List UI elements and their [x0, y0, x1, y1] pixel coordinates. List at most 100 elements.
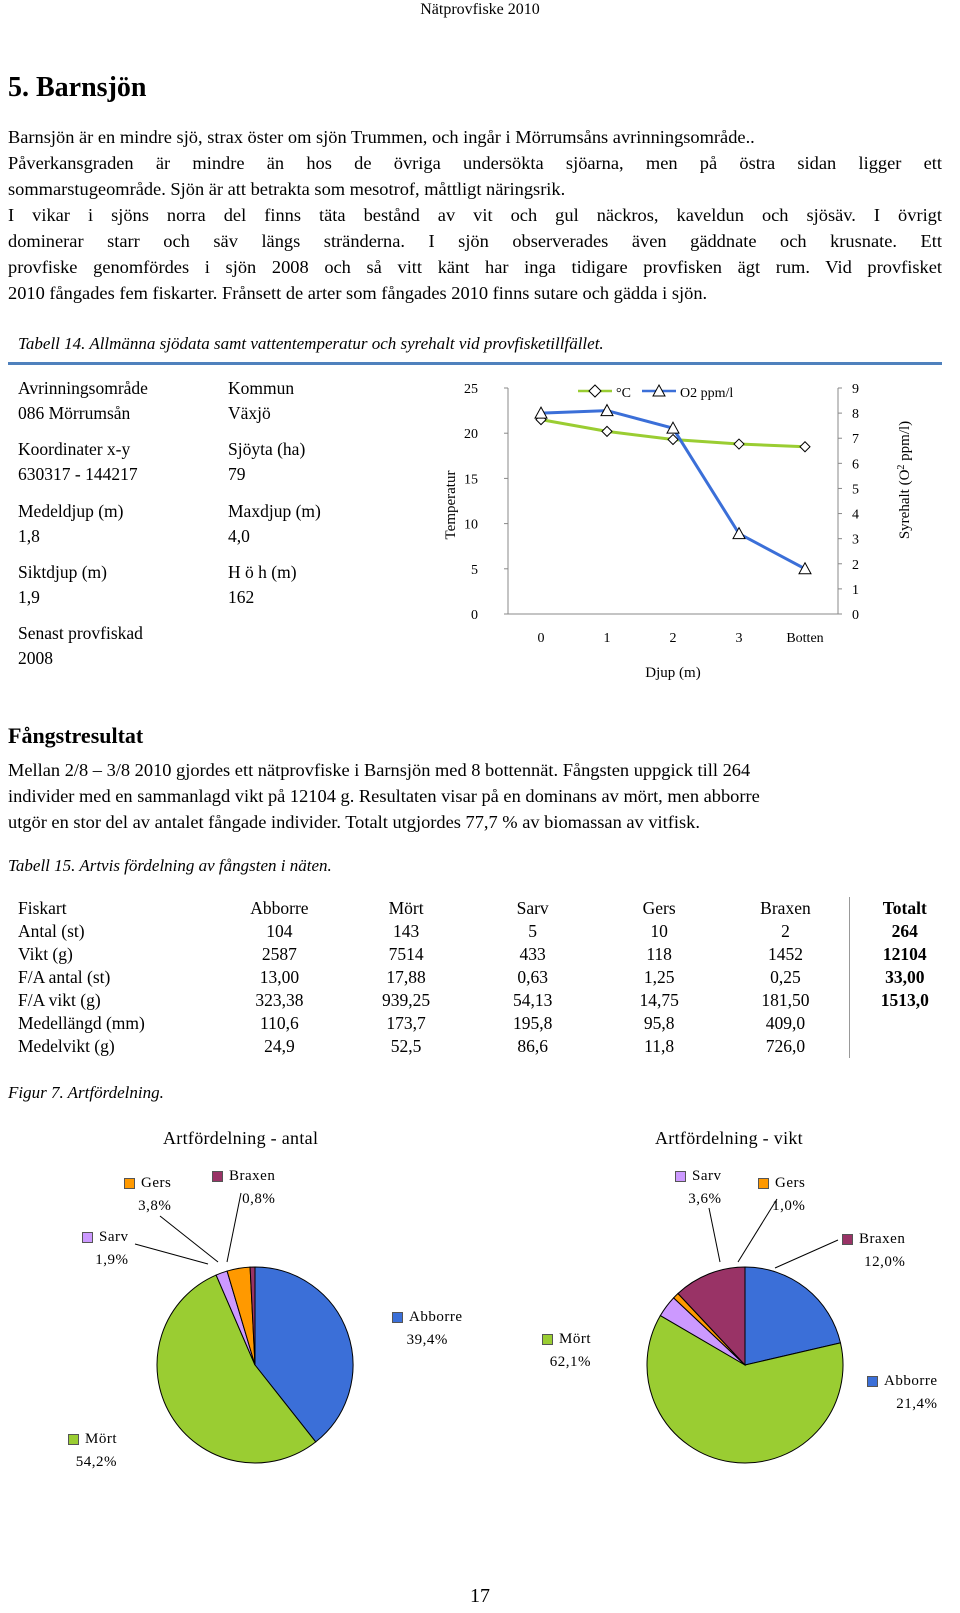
info-field: Siktdjup (m) 1,9 — [18, 562, 107, 607]
chart-plot: 0 5 10 15 20 25 0 1 2 3 4 5 6 7 8 9 0 1 2 3 Botten — [464, 382, 859, 646]
pie-label-gers: Gers 3,8% — [124, 1172, 171, 1218]
table-row: Vikt (g) 2587 7514 433 118 1452 12104 — [18, 943, 960, 966]
y2-tick-label: 4 — [852, 508, 859, 523]
data-point — [534, 406, 548, 419]
info-field: Senast provfiskad 2008 — [18, 623, 143, 668]
y2-tick-label: 9 — [852, 382, 859, 397]
y2-tick-label: 6 — [852, 457, 859, 472]
info-field: Maxdjup (m) 4,0 — [228, 501, 321, 546]
y2-tick-label: 0 — [852, 608, 859, 623]
temp-oxygen-chart: 0 5 10 15 20 25 0 1 2 3 4 5 6 7 8 9 0 1 2 3 Botten Temperatu… — [443, 382, 914, 681]
pie-label-braxen: Braxen 0,8% — [212, 1165, 275, 1211]
running-header: Nätprovfiske 2010 — [420, 1, 540, 18]
table-header: Sarv — [516, 898, 549, 918]
y-tick-label: 20 — [464, 427, 478, 442]
intro-line: sommarstugeområde. Sjön är att betrakta … — [8, 179, 566, 199]
page-number: 17 — [470, 1585, 490, 1607]
x-axis-label: Djup (m) — [645, 665, 700, 681]
y2-tick-label: 5 — [852, 482, 859, 497]
leader-line — [159, 1215, 219, 1263]
table-row: Antal (st) 104 143 5 10 2 264 — [18, 920, 960, 943]
data-point — [666, 421, 680, 434]
data-point — [732, 526, 746, 540]
pie-label-braxen: Braxen 12,0% — [842, 1228, 905, 1274]
section-title: 5. Barnsjön — [8, 72, 147, 103]
data-point — [601, 425, 613, 438]
legend-marker-triangle — [652, 383, 666, 397]
info-field: H ö h (m) 162 — [228, 562, 297, 607]
intro-line: Påverkansgraden är mindre än hos de övri… — [8, 153, 942, 173]
x-tick-label: 0 — [538, 631, 545, 646]
legend-marker-diamond — [588, 384, 602, 398]
table-row: F/A antal (st) 13,00 17,88 0,63 1,25 0,25 33,0… — [18, 966, 960, 989]
x-tick-label: 3 — [736, 631, 743, 646]
catch-line: Mellan 2/8 – 3/8 2010 gjordes ett nätpro… — [8, 760, 751, 780]
y2-axis-label: Syrehalt (O2 ppm/l) — [896, 421, 914, 539]
y-tick-label: 5 — [471, 563, 478, 578]
y2-tick-label: 1 — [852, 583, 859, 598]
info-field: Kommun Växjö — [228, 378, 295, 423]
data-point — [733, 438, 745, 450]
table14-caption: Tabell 14. Allmänna sjödata samt vattent… — [18, 334, 604, 353]
y-tick-label: 0 — [471, 608, 478, 623]
pie-label-mort: Mört 54,2% — [68, 1428, 117, 1474]
pie-slice — [744, 1266, 842, 1366]
y-tick-label: 15 — [464, 472, 478, 487]
pie-title: Artfördelning - vikt — [655, 1128, 803, 1148]
info-field: Koordinater x-y 630317 - 144217 — [18, 439, 138, 484]
table-header: Mört — [388, 898, 424, 918]
pie-label-gers: Gers 1,0% — [758, 1172, 805, 1218]
catch-line: utgör en stor del av antalet fångade ind… — [8, 812, 700, 832]
y-tick-label: 10 — [464, 518, 478, 533]
intro-line: dominerar starr och säv längs stränderna… — [8, 231, 942, 251]
pie-slice — [254, 1266, 354, 1443]
table15-caption: Tabell 15. Artvis fördelning av fångsten… — [8, 856, 332, 875]
y2-tick-label: 7 — [852, 432, 859, 447]
table-header: Gers — [642, 898, 676, 918]
catch-table: Fiskart Abborre Mört Sarv Gers Braxen To… — [18, 897, 960, 1058]
y-axis-label: Temperatur — [443, 471, 459, 540]
pie-title: Artfördelning - antal — [163, 1128, 319, 1148]
table-header: Abborre — [250, 898, 309, 918]
intro-line: Barnsjön är en mindre sjö, strax öster o… — [8, 127, 755, 147]
pie-label-mort: Mört 62,1% — [542, 1328, 591, 1374]
intro-paragraph: Barnsjön är en mindre sjö, strax öster o… — [8, 124, 942, 306]
y-tick-label: 25 — [464, 382, 478, 397]
chart-legend: °C O2 ppm/l — [578, 383, 733, 401]
pie-chart-vikt — [646, 1266, 844, 1464]
info-field: Medeldjup (m) 1,8 — [18, 501, 124, 546]
intro-line: provfiske genomfördes i sjön 2008 och så… — [8, 257, 942, 277]
y2-tick-label: 8 — [852, 407, 859, 422]
legend-label: O2 ppm/l — [680, 386, 733, 401]
x-tick-label: 2 — [670, 631, 677, 646]
leader-line — [708, 1207, 721, 1263]
data-point — [667, 433, 679, 446]
info-field: Sjöyta (ha) 79 — [228, 439, 306, 484]
pie-slice — [156, 1274, 317, 1464]
intro-line: 2010 fångades fem fiskarter. Frånsett de… — [8, 283, 708, 303]
pie-slice — [677, 1266, 746, 1367]
legend-label: °C — [616, 386, 631, 401]
pie-label-sarv: Sarv 1,9% — [82, 1226, 129, 1272]
data-point — [600, 403, 614, 417]
catch-heading: Fångstresultat — [8, 723, 144, 748]
pie-slice — [646, 1314, 844, 1464]
pie-label-sarv: Sarv 3,6% — [675, 1165, 722, 1211]
table-header: Fiskart — [18, 898, 67, 918]
y2-tick-label: 3 — [852, 533, 859, 548]
catch-line: individer med en sammanlagd vikt på 1210… — [8, 786, 760, 806]
table-header: Totalt — [848, 897, 960, 920]
y2-tick-label: 2 — [852, 558, 859, 573]
data-point — [798, 561, 812, 575]
catch-paragraph: Mellan 2/8 – 3/8 2010 gjordes ett nätpro… — [8, 757, 942, 835]
pie-chart-antal — [156, 1266, 354, 1464]
x-tick-label: 1 — [604, 631, 611, 646]
table-row: Medellängd (mm) 110,6 173,7 195,8 95,8 409,0 — [18, 1012, 960, 1035]
table-header: Braxen — [760, 898, 811, 918]
pie-label-abborre: Abborre 39,4% — [392, 1306, 462, 1352]
table-header-row: Fiskart Abborre Mört Sarv Gers Braxen To… — [18, 897, 960, 920]
pie-slice — [249, 1266, 256, 1366]
x-tick-label: Botten — [786, 631, 823, 646]
info-field: Avrinningsområde 086 Mörrumsån — [18, 378, 148, 423]
table-row: Medelvikt (g) 24,9 52,5 86,6 11,8 726,0 — [18, 1035, 960, 1058]
